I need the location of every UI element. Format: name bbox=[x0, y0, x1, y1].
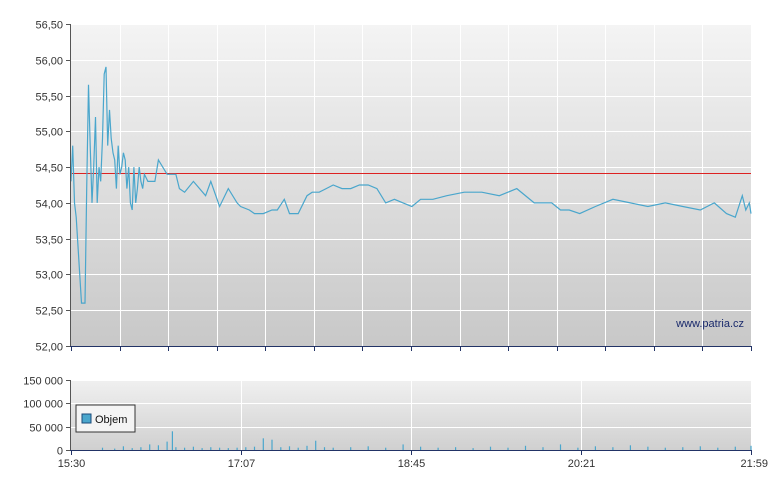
volume-bar bbox=[367, 446, 369, 450]
volume-bar bbox=[175, 447, 177, 450]
price-y-tick-label: 56,00 bbox=[35, 56, 63, 68]
volume-bar bbox=[524, 445, 527, 450]
price-y-tick-label: 52,00 bbox=[35, 342, 63, 354]
volume-bar bbox=[717, 447, 719, 450]
volume-bar bbox=[664, 447, 666, 450]
volume-bar bbox=[184, 447, 186, 450]
x-tick-label: 18:45 bbox=[398, 458, 426, 470]
volume-bar bbox=[750, 445, 752, 450]
price-y-tick-label: 53,00 bbox=[35, 270, 63, 282]
volume-bar bbox=[192, 446, 194, 450]
x-tick-label: 15:30 bbox=[58, 458, 86, 470]
price-y-tick-label: 55,50 bbox=[35, 92, 63, 104]
price-y-tick-label: 55,00 bbox=[35, 127, 63, 139]
volume-bar bbox=[629, 445, 631, 450]
volume-bar bbox=[114, 448, 116, 450]
volume-bar bbox=[472, 448, 474, 450]
volume-legend: Objem bbox=[75, 404, 136, 433]
volume-bar bbox=[647, 446, 649, 450]
volume-bar bbox=[612, 447, 614, 450]
volume-bar bbox=[437, 447, 439, 450]
legend-label: Objem bbox=[95, 414, 127, 426]
volume-bar bbox=[306, 445, 308, 450]
volume-bar bbox=[210, 447, 212, 450]
volume-bar bbox=[140, 447, 142, 450]
volume-bar bbox=[227, 448, 229, 450]
volume-bar bbox=[236, 447, 238, 450]
volume-bar bbox=[219, 447, 221, 450]
price-y-tick-label: 56,50 bbox=[35, 20, 63, 32]
volume-bar bbox=[245, 447, 247, 450]
price-y-tick-label: 54,00 bbox=[35, 199, 63, 211]
volume-bar bbox=[166, 441, 168, 450]
price-y-tick-label: 52,50 bbox=[35, 306, 63, 318]
volume-bar bbox=[253, 446, 256, 450]
volume-bar bbox=[489, 446, 492, 450]
volume-bar bbox=[271, 439, 273, 450]
volume-grid bbox=[71, 380, 751, 450]
volume-bar bbox=[350, 447, 352, 450]
volume-y-tick-label: 0 bbox=[57, 446, 63, 458]
volume-bar bbox=[542, 447, 544, 450]
volume-bar bbox=[332, 447, 334, 450]
x-tick-label: 17:07 bbox=[228, 458, 256, 470]
volume-bar bbox=[131, 448, 133, 450]
legend-swatch bbox=[81, 413, 92, 424]
volume-bar bbox=[171, 431, 173, 450]
volume-y-axis: 0 50 000 100 000 150 000 bbox=[23, 376, 71, 458]
volume-y-tick-label: 150 000 bbox=[23, 376, 63, 388]
price-y-tick-label: 54,50 bbox=[35, 163, 63, 175]
volume-bar bbox=[594, 446, 596, 450]
volume-bar bbox=[507, 447, 509, 450]
volume-bar bbox=[734, 446, 736, 450]
price-y-tick-label: 53,50 bbox=[35, 235, 63, 247]
price-y-axis: 52,00 52,50 53,00 53,50 54,00 54,50 55,00 55,50… bbox=[35, 20, 71, 354]
volume-bar bbox=[262, 438, 264, 450]
volume-bar bbox=[288, 446, 291, 450]
volume-bar bbox=[559, 444, 562, 450]
volume-bar bbox=[402, 444, 404, 450]
volume-bar bbox=[297, 447, 299, 450]
volume-bar bbox=[323, 447, 326, 450]
volume-bar bbox=[122, 446, 124, 450]
volume-bar bbox=[149, 444, 151, 450]
x-tick-label: 21:59 bbox=[740, 458, 768, 470]
volume-bar bbox=[577, 447, 579, 450]
volume-bar bbox=[385, 447, 387, 450]
volume-bar bbox=[157, 445, 159, 450]
volume-y-tick-label: 100 000 bbox=[23, 399, 63, 411]
volume-x-axis: 15:30 17:07 18:45 20:21 21:59 bbox=[58, 450, 768, 470]
volume-bar bbox=[201, 448, 203, 450]
volume-bar bbox=[280, 447, 282, 450]
volume-bar bbox=[420, 446, 422, 450]
x-tick-label: 20:21 bbox=[568, 458, 596, 470]
price-series-line bbox=[70, 66, 752, 304]
volume-bar bbox=[699, 446, 701, 450]
watermark: www.patria.cz bbox=[675, 318, 744, 330]
volume-bar bbox=[315, 440, 317, 450]
price-x-ticks bbox=[71, 346, 752, 351]
volume-bar bbox=[682, 447, 684, 450]
volume-bar bbox=[455, 447, 457, 450]
volume-bars bbox=[101, 431, 752, 450]
volume-y-tick-label: 50 000 bbox=[29, 423, 63, 435]
volume-bar bbox=[101, 447, 104, 450]
